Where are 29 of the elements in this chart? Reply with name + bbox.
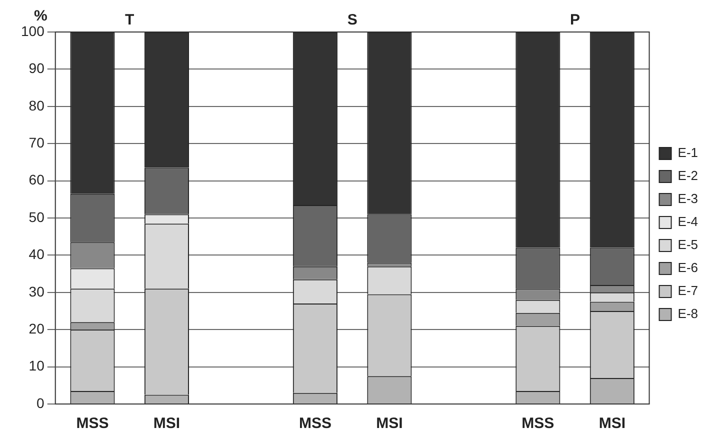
y-tick-label: 10 [28, 358, 45, 374]
x-tick-label: MSI [153, 415, 180, 432]
text: S [347, 12, 358, 29]
y-tick-label: 90 [28, 60, 45, 76]
x-tick-label: MSS [76, 415, 109, 432]
text: P [570, 12, 580, 29]
legend-label: E-6 [678, 260, 698, 276]
legend-label: E-1 [678, 145, 698, 160]
legend-label: E-3 [678, 191, 698, 206]
y-tick-label: 70 [28, 134, 45, 150]
legend-label: E-4 [678, 214, 698, 230]
y-tick-label: 20 [28, 320, 45, 336]
y-tick-label: 30 [28, 283, 45, 300]
y-tick-label: 50 [28, 208, 45, 225]
y-tick-label: 80 [28, 97, 45, 114]
x-tick-label: MSI [598, 415, 626, 432]
text: T [125, 12, 134, 29]
legend-label: E-5 [678, 237, 698, 252]
y-tick-label: 100 [21, 22, 45, 39]
y-tick-label: 60 [28, 172, 45, 188]
legend-label: E-2 [678, 168, 698, 184]
x-tick-label: MSS [522, 415, 554, 432]
y-axis-title: % [34, 8, 48, 25]
x-tick-label: MSS [298, 415, 332, 432]
legend-label: E-8 [678, 306, 698, 322]
x-tick-label: MSI [376, 415, 403, 432]
y-tick-label: 0 [36, 394, 45, 411]
y-tick-label: 40 [28, 246, 45, 262]
legend-label: E-7 [678, 283, 698, 298]
